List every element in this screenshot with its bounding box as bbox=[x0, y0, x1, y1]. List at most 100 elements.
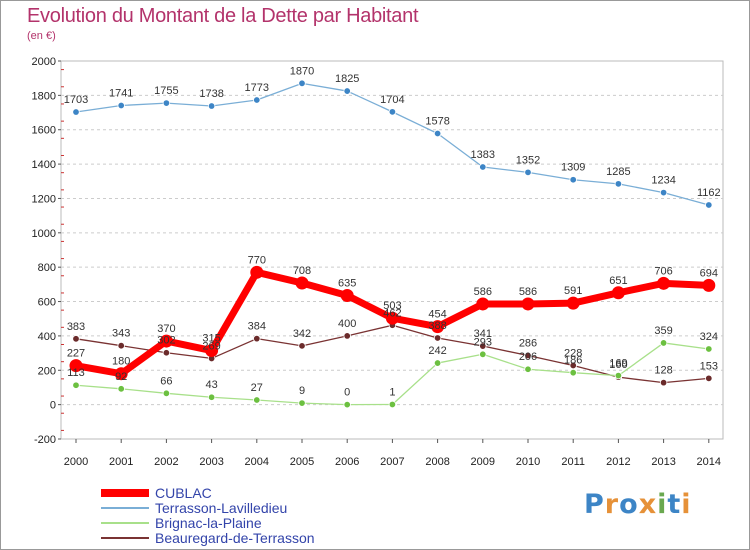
data-label: 462 bbox=[383, 307, 401, 319]
data-label: 269 bbox=[202, 340, 220, 352]
data-label: 286 bbox=[519, 337, 537, 349]
y-tick-label: 0 bbox=[50, 400, 56, 412]
legend-label: CUBLAC bbox=[155, 485, 212, 501]
data-label: 708 bbox=[293, 265, 311, 277]
data-label: 43 bbox=[205, 379, 217, 391]
data-point bbox=[72, 108, 80, 116]
data-point bbox=[162, 349, 171, 357]
data-point bbox=[253, 96, 261, 104]
data-label: 635 bbox=[338, 278, 356, 290]
data-label: 1704 bbox=[380, 94, 404, 106]
data-point bbox=[702, 278, 716, 292]
data-point bbox=[479, 163, 487, 171]
x-tick-label: 2003 bbox=[199, 456, 223, 468]
data-point bbox=[524, 365, 532, 373]
legend-label: Beauregard-de-Terrasson bbox=[155, 530, 315, 546]
y-tick-label: 800 bbox=[38, 262, 56, 274]
x-tick-label: 2013 bbox=[651, 456, 675, 468]
x-tick-label: 2006 bbox=[335, 456, 359, 468]
data-label: 1 bbox=[389, 386, 395, 398]
data-label: 324 bbox=[700, 331, 718, 343]
data-point bbox=[433, 334, 442, 342]
data-point bbox=[72, 335, 80, 343]
data-point bbox=[705, 345, 713, 353]
data-label: 651 bbox=[609, 275, 627, 287]
data-label: 1741 bbox=[109, 88, 133, 100]
data-point bbox=[207, 102, 216, 110]
data-point bbox=[569, 176, 577, 184]
data-point bbox=[705, 374, 713, 383]
data-point bbox=[388, 400, 397, 409]
data-point bbox=[521, 297, 535, 311]
x-tick-label: 2009 bbox=[471, 456, 495, 468]
axis-layer: -200020040060080010001200140016001800200… bbox=[32, 56, 722, 468]
x-tick-label: 2000 bbox=[64, 456, 88, 468]
data-point bbox=[159, 334, 173, 348]
data-label: 1234 bbox=[651, 175, 675, 187]
data-point bbox=[433, 129, 442, 138]
data-label: 770 bbox=[248, 254, 266, 266]
x-tick-label: 2007 bbox=[380, 456, 404, 468]
y-tick-label: 1400 bbox=[32, 159, 56, 171]
data-label: 586 bbox=[519, 286, 537, 298]
data-point bbox=[388, 108, 397, 116]
data-point bbox=[298, 342, 306, 350]
y-tick-label: 1800 bbox=[32, 90, 56, 102]
logo-letter: r bbox=[604, 489, 620, 520]
data-label: 591 bbox=[564, 285, 582, 297]
data-point bbox=[614, 371, 623, 380]
data-label: 113 bbox=[67, 367, 85, 379]
label-layer: 227 180 370 315 770 708 635 503 454 586 586 591 651 7… bbox=[64, 65, 721, 398]
data-label: 0 bbox=[344, 387, 350, 399]
legend-label: Brignac-la-Plaine bbox=[155, 515, 262, 531]
y-tick-label: 400 bbox=[38, 331, 56, 343]
data-point bbox=[298, 399, 306, 407]
data-label: 1309 bbox=[561, 162, 585, 174]
data-label: 1352 bbox=[516, 154, 540, 166]
data-point bbox=[659, 339, 668, 347]
x-tick-label: 2014 bbox=[697, 456, 721, 468]
x-tick-label: 2004 bbox=[245, 456, 269, 468]
x-tick-label: 2010 bbox=[516, 456, 540, 468]
data-point bbox=[295, 276, 309, 290]
data-point bbox=[162, 99, 171, 107]
data-label: 383 bbox=[67, 321, 85, 333]
data-point bbox=[69, 359, 83, 373]
data-label: 1825 bbox=[335, 73, 359, 85]
logo-letter: o bbox=[619, 489, 639, 520]
data-label: 388 bbox=[428, 320, 446, 332]
data-point bbox=[524, 168, 532, 177]
data-label: 503 bbox=[383, 300, 401, 312]
data-point bbox=[659, 188, 668, 197]
data-label: 706 bbox=[654, 265, 672, 277]
data-point bbox=[340, 289, 354, 303]
data-point bbox=[343, 400, 351, 409]
data-point bbox=[659, 378, 668, 387]
data-point bbox=[117, 101, 125, 110]
data-label: 315 bbox=[202, 333, 220, 345]
data-label: 128 bbox=[654, 365, 672, 377]
data-label: 160 bbox=[609, 359, 627, 371]
data-point bbox=[657, 276, 671, 290]
data-point bbox=[569, 368, 577, 377]
data-label: 1285 bbox=[606, 166, 630, 178]
y-tick-label: 200 bbox=[38, 365, 56, 377]
logo-letter: i bbox=[657, 489, 668, 520]
data-point bbox=[162, 389, 171, 397]
data-label: 586 bbox=[474, 286, 492, 298]
data-point bbox=[476, 297, 490, 311]
data-point bbox=[343, 332, 351, 340]
chart-title: Evolution du Montant de la Dette par Hab… bbox=[27, 5, 419, 27]
data-point bbox=[250, 265, 264, 279]
data-label: 293 bbox=[474, 336, 492, 348]
data-label: 1773 bbox=[245, 82, 269, 94]
y-tick-label: 1600 bbox=[32, 125, 56, 137]
data-label: 180 bbox=[112, 356, 130, 368]
data-label: 92 bbox=[115, 371, 127, 383]
x-tick-label: 2005 bbox=[290, 456, 314, 468]
logo-letter: t bbox=[667, 489, 682, 520]
chart-subtitle: (en €) bbox=[27, 30, 56, 42]
legend-layer: CUBLACTerrasson-LavilledieuBrignac-la-Pl… bbox=[101, 485, 315, 546]
data-point bbox=[433, 359, 442, 367]
